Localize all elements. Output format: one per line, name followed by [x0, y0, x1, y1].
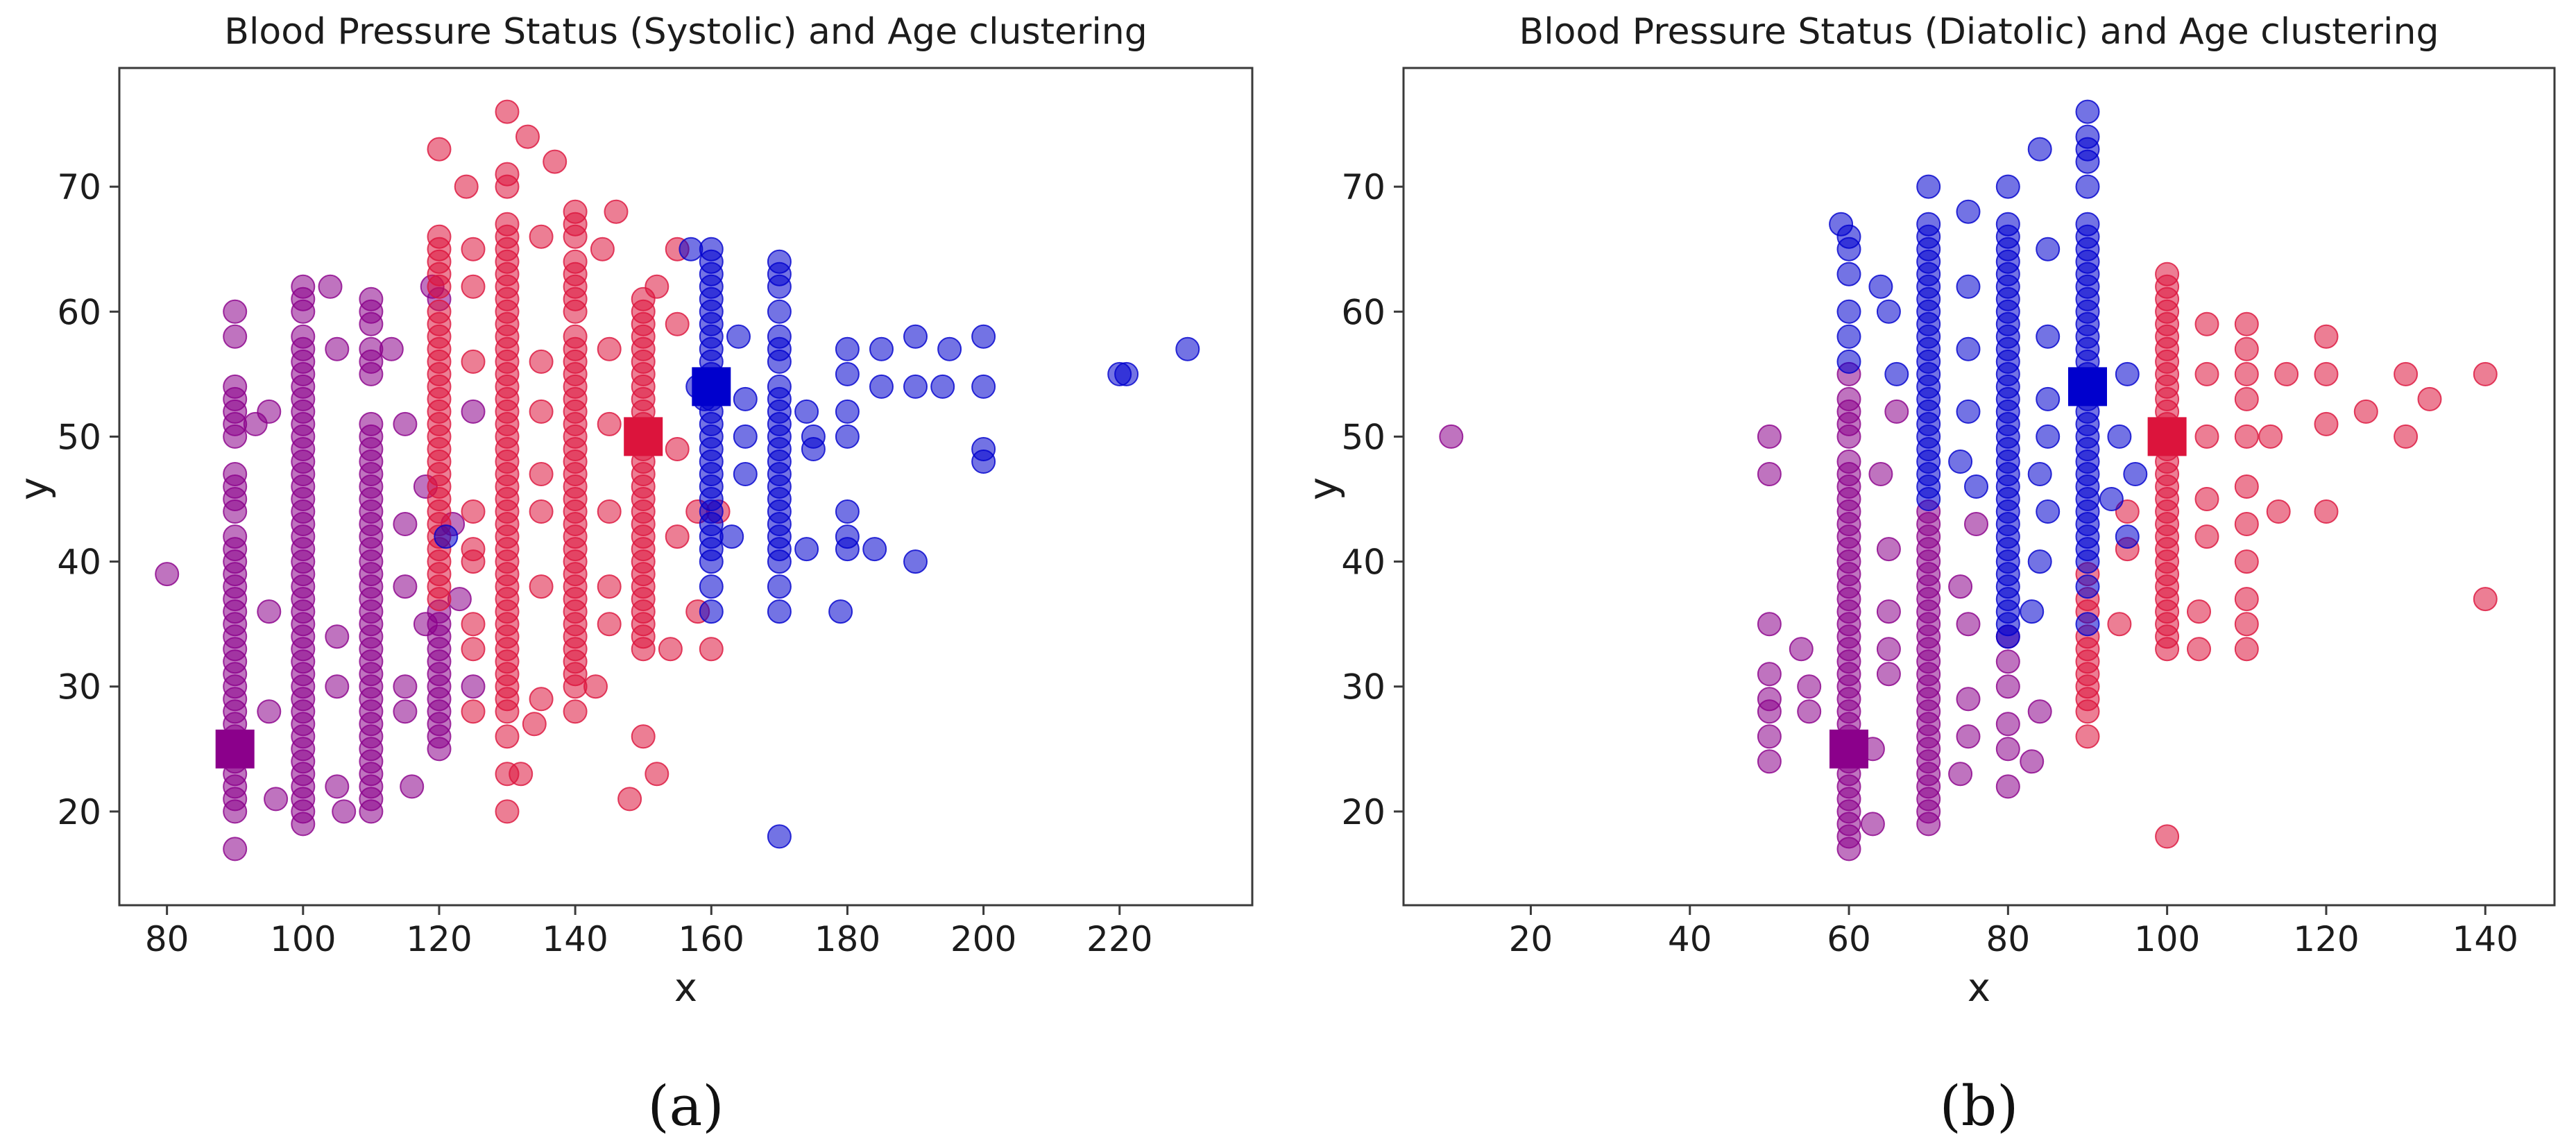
y-axis-ticks: 20 30 40 50 60 70: [1341, 167, 1404, 832]
chart-b-ylabel: y: [1301, 477, 1347, 501]
svg-text:40: 40: [1341, 542, 1385, 583]
x-axis-ticks: 20 40 60 80 100 120 140: [1509, 905, 2518, 959]
svg-text:20: 20: [57, 792, 101, 832]
svg-text:60: 60: [1341, 292, 1385, 332]
scatter-cluster-blue: [1829, 99, 2148, 649]
svg-text:160: 160: [679, 919, 744, 959]
centroid-cluster-purple: [215, 729, 255, 769]
axes-box: [118, 67, 1254, 907]
svg-text:70: 70: [57, 167, 101, 207]
svg-text:120: 120: [2293, 919, 2359, 959]
svg-text:120: 120: [406, 919, 472, 959]
axes-box: [1402, 67, 2556, 907]
scatter-cluster-purple: [155, 274, 486, 862]
svg-text:220: 220: [1086, 919, 1152, 959]
svg-text:50: 50: [1341, 417, 1385, 457]
chart-a: 80 100 120 140 160 180 200 220 20 30 40 50 60 70: [57, 67, 1254, 959]
chart-a-title: Blood Pressure Status (Systolic) and Age…: [224, 11, 1148, 53]
svg-text:140: 140: [2453, 919, 2518, 959]
centroid-cluster-blue: [692, 367, 731, 406]
svg-text:30: 30: [57, 667, 101, 708]
svg-text:80: 80: [145, 919, 189, 959]
scatter-cluster-crimson: [2075, 262, 2498, 849]
chart-b-title: Blood Pressure Status (Diatolic) and Age…: [1519, 11, 2439, 53]
x-axis-ticks: 80 100 120 140 160 180 200 220: [145, 905, 1152, 959]
centroid-cluster-crimson: [2147, 417, 2187, 456]
centroid-cluster-crimson: [624, 417, 663, 456]
svg-text:140: 140: [542, 919, 608, 959]
svg-text:20: 20: [1509, 919, 1553, 959]
svg-text:80: 80: [1986, 919, 2031, 959]
y-axis-ticks: 20 30 40 50 60 70: [57, 167, 119, 832]
scatter-cluster-purple: [1439, 361, 2052, 862]
chart-b-xlabel: x: [1967, 966, 1991, 1011]
svg-text:20: 20: [1341, 792, 1385, 832]
chart-a-ylabel: y: [12, 477, 58, 501]
svg-text:70: 70: [1341, 167, 1385, 207]
svg-text:180: 180: [814, 919, 880, 959]
svg-text:100: 100: [270, 919, 336, 959]
caption-a: (a): [647, 1074, 724, 1138]
centroid-cluster-purple: [1829, 729, 1868, 769]
caption-b: (b): [1939, 1074, 2019, 1138]
chart-a-xlabel: x: [674, 966, 698, 1011]
svg-text:40: 40: [1668, 919, 1712, 959]
scatter-cluster-blue: [434, 237, 1200, 849]
svg-text:60: 60: [57, 292, 101, 332]
svg-text:50: 50: [57, 417, 101, 457]
centroid-cluster-blue: [2068, 367, 2107, 406]
svg-text:200: 200: [950, 919, 1016, 959]
svg-text:100: 100: [2134, 919, 2200, 959]
chart-b: 20 40 60 80 100 120 140 20 30 40 50 60 70: [1341, 67, 2556, 959]
svg-text:40: 40: [57, 542, 101, 583]
scatter-cluster-crimson: [427, 99, 731, 824]
svg-text:60: 60: [1827, 919, 1871, 959]
svg-text:30: 30: [1341, 667, 1385, 708]
